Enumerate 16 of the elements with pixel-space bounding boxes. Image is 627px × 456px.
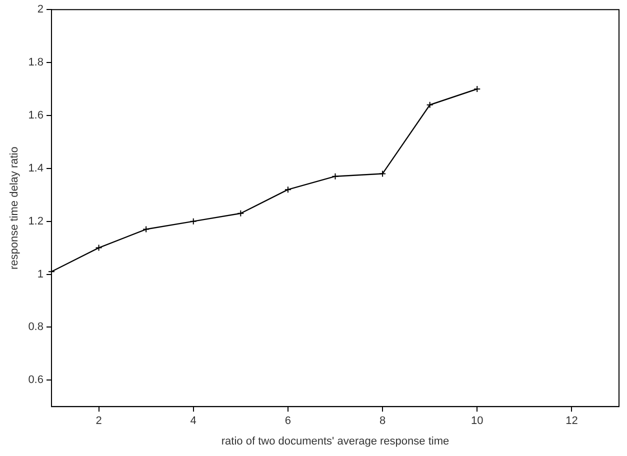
y-tick-label: 0.8	[28, 321, 44, 334]
y-tick-label: 1.6	[28, 110, 44, 122]
x-tick-label: 4	[190, 415, 196, 428]
x-tick-label: 2	[96, 415, 102, 428]
y-axis-title: response time delay ratio	[8, 146, 21, 270]
y-tick-label: 1	[37, 268, 44, 280]
y-tick-label: 1.4	[28, 162, 44, 174]
y-tick-label: 0.6	[28, 374, 44, 386]
x-tick-label: 10	[471, 415, 484, 428]
y-tick-label: 1.8	[28, 56, 44, 69]
x-tick-label: 12	[566, 415, 578, 428]
y-tick-label: 2	[37, 4, 44, 16]
x-axis-title: ratio of two documents' average response time	[221, 435, 450, 448]
x-tick-label: 8	[379, 415, 386, 428]
y-tick-label: 1.2	[28, 215, 44, 228]
x-tick-label: 6	[284, 415, 292, 428]
